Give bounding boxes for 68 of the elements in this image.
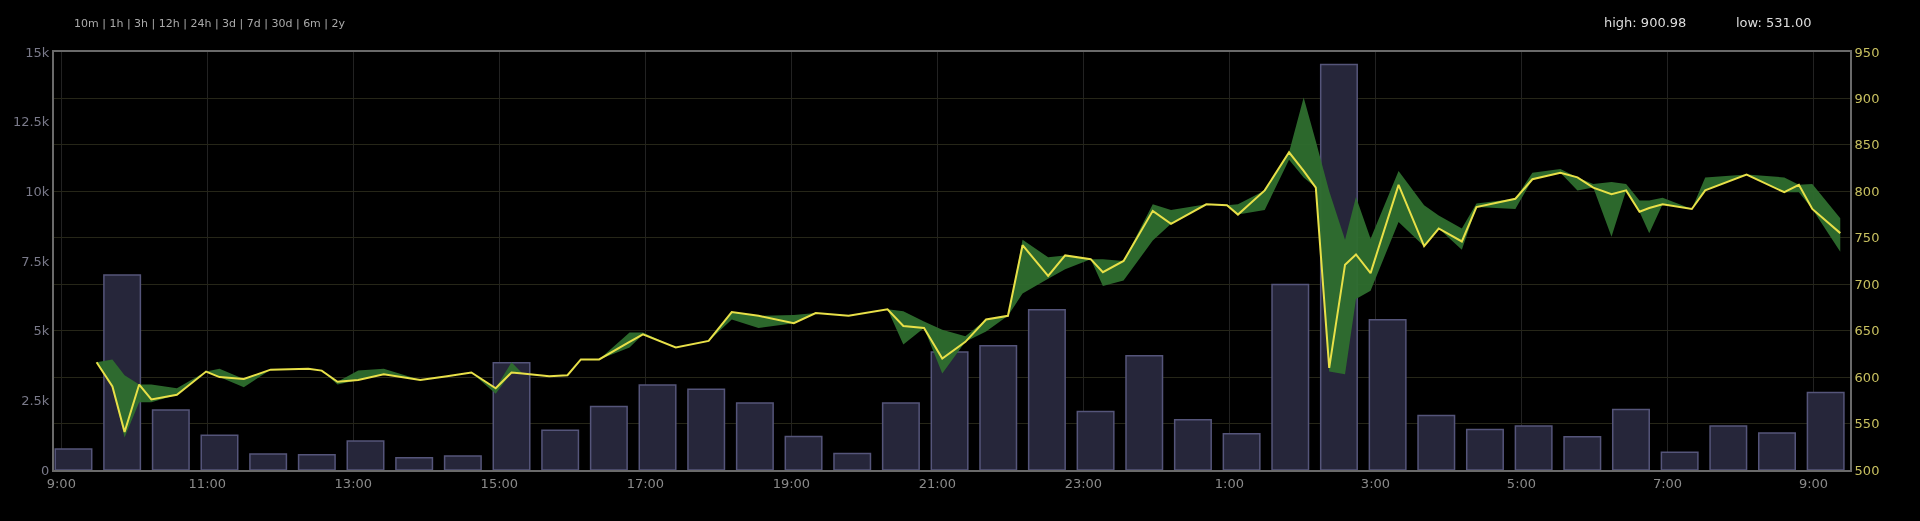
bar	[297, 453, 336, 470]
bar	[1368, 319, 1407, 470]
y-tick-label: 0	[41, 462, 50, 478]
bar	[881, 402, 920, 470]
bar	[1806, 391, 1845, 470]
bar	[735, 402, 774, 470]
y-tick-label: 12.5k	[12, 114, 50, 130]
y2-tick-label: 650	[1854, 323, 1880, 339]
y2-tick-label: 600	[1854, 369, 1880, 385]
y2-tick-label: 750	[1854, 230, 1880, 246]
y2-tick-label: 550	[1854, 416, 1880, 432]
bar	[1417, 414, 1456, 470]
x-tick-label: 11:00	[188, 475, 227, 491]
bar	[1465, 428, 1504, 470]
bar	[589, 405, 628, 470]
y-tick-label: 15k	[25, 44, 50, 60]
bar	[1271, 283, 1310, 470]
y2-tick-label: 800	[1854, 183, 1880, 199]
x-tick-label: 21:00	[918, 475, 957, 491]
bar	[1709, 425, 1748, 470]
text: high: 900.98	[1604, 15, 1687, 30]
x-tick-label: 5:00	[1506, 475, 1537, 491]
x-tick-label: 3:00	[1360, 475, 1391, 491]
bar	[54, 448, 93, 470]
text: 10m | 1h | 3h | 12h | 24h | 3d | 7d | 30d | 6m | 2y	[74, 17, 346, 30]
bar	[492, 361, 531, 470]
y-tick-label: 7.5k	[21, 253, 50, 269]
bar	[443, 455, 482, 470]
x-tick-label: 7:00	[1652, 475, 1683, 491]
bar	[979, 344, 1018, 470]
y-tick-label: 2.5k	[21, 392, 50, 408]
bar	[1611, 408, 1650, 470]
x-tick-label: 9:00	[1798, 475, 1829, 491]
y-tick-label: 10k	[25, 183, 50, 199]
y2-tick-label: 850	[1854, 137, 1880, 153]
bar	[346, 440, 385, 470]
bar	[1173, 419, 1212, 470]
y2-tick-label: 500	[1854, 462, 1880, 478]
bar	[1222, 433, 1261, 470]
bar	[687, 388, 726, 470]
bar	[930, 351, 969, 470]
x-tick-label: 9:00	[46, 475, 76, 491]
y2-tick-label: 700	[1854, 276, 1880, 292]
y2-tick-label: 950	[1854, 44, 1880, 60]
bar	[1660, 451, 1699, 470]
bar	[1563, 436, 1602, 470]
x-tick-label: 1:00	[1214, 475, 1245, 491]
bar	[249, 453, 288, 470]
bar	[151, 409, 190, 470]
x-tick-label: 23:00	[1064, 475, 1103, 491]
x-tick-label: 15:00	[480, 475, 519, 491]
bar	[395, 456, 434, 470]
x-tick-label: 17:00	[626, 475, 665, 491]
bar	[541, 429, 580, 470]
text: low: 531.00	[1736, 15, 1812, 30]
y-tick-label: 5k	[33, 323, 50, 339]
y2-tick-label: 900	[1854, 90, 1880, 106]
bar	[1076, 410, 1115, 470]
bar	[1125, 355, 1164, 470]
bar	[784, 435, 823, 470]
bar	[638, 384, 677, 470]
x-tick-label: 13:00	[334, 475, 373, 491]
x-tick-label: 19:00	[772, 475, 811, 491]
bar	[200, 434, 239, 470]
bar	[833, 452, 872, 470]
bar	[1757, 432, 1796, 470]
bar	[1027, 309, 1066, 470]
bar	[1514, 425, 1553, 470]
